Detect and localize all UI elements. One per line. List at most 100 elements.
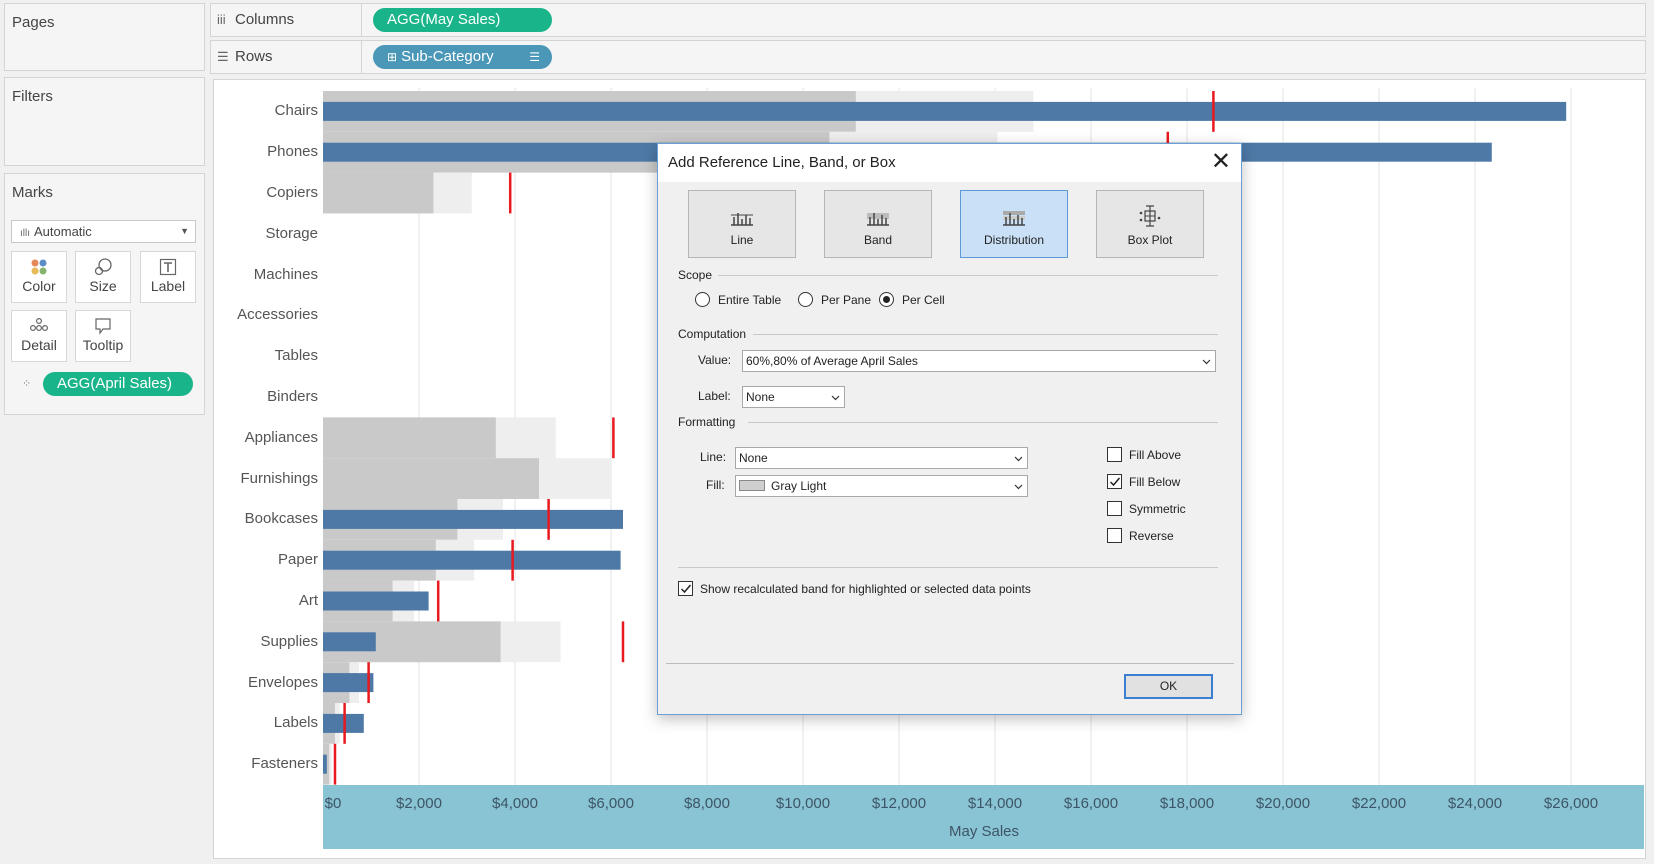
pages-panel: Pages bbox=[4, 3, 205, 71]
x-tick-label: $20,000 bbox=[1255, 795, 1311, 812]
columns-label: Columns bbox=[235, 11, 295, 28]
color-label: Color bbox=[22, 278, 56, 294]
category-label: Binders bbox=[267, 388, 318, 405]
rows-label: Rows bbox=[235, 48, 273, 65]
type-boxplot-button[interactable]: Box Plot bbox=[1096, 190, 1204, 258]
x-tick-label: $14,000 bbox=[967, 795, 1023, 812]
type-distribution-label: Distribution bbox=[983, 233, 1045, 247]
value-text: 60%,80% of Average April Sales bbox=[746, 354, 918, 368]
columns-icon: iii bbox=[217, 12, 226, 27]
boxplot-type-icon bbox=[1139, 205, 1161, 227]
fill-below-checkbox[interactable] bbox=[1107, 474, 1122, 489]
category-label: Chairs bbox=[274, 102, 318, 120]
scope-entire-table-radio[interactable] bbox=[695, 292, 710, 307]
tooltip-bubble-icon bbox=[76, 311, 130, 337]
symmetric-label: Symmetric bbox=[1129, 502, 1186, 516]
type-band-button[interactable]: Band bbox=[824, 190, 932, 258]
line-format-combobox[interactable]: None bbox=[735, 447, 1028, 469]
fill-swatch bbox=[739, 480, 765, 491]
label-button[interactable]: Label bbox=[140, 251, 196, 303]
color-dots-icon bbox=[12, 252, 66, 278]
scope-title: Scope bbox=[678, 268, 713, 282]
line-format-value: None bbox=[739, 451, 768, 465]
recalc-checkbox[interactable] bbox=[678, 581, 693, 596]
detail-label: Detail bbox=[21, 337, 57, 353]
fill-above-checkbox[interactable] bbox=[1107, 447, 1122, 462]
bar-chart-icon: ıllı bbox=[20, 228, 30, 239]
chevron-down-icon bbox=[1014, 456, 1023, 462]
tooltip-button[interactable]: Tooltip bbox=[75, 310, 131, 362]
chevron-down-icon bbox=[831, 395, 840, 401]
x-tick-label: $16,000 bbox=[1063, 795, 1119, 812]
may-sales-pill[interactable]: AGG(May Sales) bbox=[373, 8, 552, 32]
fill-format-combobox[interactable]: Gray Light bbox=[735, 475, 1028, 497]
category-label: Furnishings bbox=[240, 469, 318, 487]
category-label: Copiers bbox=[266, 184, 318, 201]
line-type-icon bbox=[731, 213, 753, 226]
category-label: Paper bbox=[277, 551, 318, 569]
detail-field-icon: ⁘ bbox=[22, 378, 32, 390]
scope-entire-table-label: Entire Table bbox=[718, 293, 782, 307]
x-tick-label: $10,000 bbox=[775, 795, 831, 812]
size-button[interactable]: Size bbox=[75, 251, 131, 303]
scope-per-pane-radio[interactable] bbox=[798, 292, 813, 307]
category-label: Bookcases bbox=[244, 510, 318, 528]
category-label: Envelopes bbox=[247, 673, 318, 691]
category-label: Art bbox=[298, 592, 318, 609]
x-axis-title: May Sales bbox=[948, 823, 1020, 840]
reverse-checkbox[interactable] bbox=[1107, 528, 1122, 543]
sub-category-pill[interactable]: ⊞ Sub-Category ☰ bbox=[373, 45, 552, 69]
scope-per-cell-radio[interactable] bbox=[879, 292, 894, 307]
footer-divider bbox=[666, 663, 1234, 664]
sort-descending-icon: ☰ bbox=[529, 50, 540, 64]
mark-type-dropdown[interactable]: ıllı Automatic ▼ bbox=[11, 220, 196, 243]
symmetric-checkbox[interactable] bbox=[1107, 501, 1122, 516]
category-label: Phones bbox=[267, 143, 318, 161]
recalc-divider bbox=[678, 567, 1218, 568]
size-circles-icon bbox=[76, 252, 130, 278]
category-label: Supplies bbox=[260, 632, 318, 650]
april-sales-pill[interactable]: AGG(April Sales) bbox=[43, 372, 193, 396]
band-type-icon bbox=[867, 213, 889, 226]
ok-button[interactable]: OK bbox=[1124, 674, 1213, 699]
dropdown-arrow-icon: ▼ bbox=[180, 226, 189, 236]
formatting-divider bbox=[748, 422, 1218, 423]
scope-per-pane-label: Per Pane bbox=[821, 293, 872, 307]
close-icon[interactable]: ✕ bbox=[1210, 148, 1231, 175]
mark-type-value: Automatic bbox=[34, 224, 92, 239]
recalc-label: Show recalculated band for highlighted o… bbox=[700, 582, 1031, 596]
scope-divider bbox=[718, 275, 1218, 276]
x-axis-band bbox=[323, 785, 1644, 849]
category-label: Storage bbox=[265, 224, 318, 242]
computation-divider bbox=[753, 334, 1218, 335]
label-label: Label bbox=[150, 278, 186, 294]
type-line-label: Line bbox=[730, 233, 754, 247]
color-button[interactable]: Color bbox=[11, 251, 67, 303]
rows-shelf: ☰ Rows ⊞ Sub-Category ☰ bbox=[210, 40, 1646, 74]
sub-category-label: Sub-Category bbox=[401, 48, 494, 65]
x-tick-label: $8,000 bbox=[684, 795, 730, 812]
detail-button[interactable]: Detail bbox=[11, 310, 67, 362]
category-label: Tables bbox=[274, 347, 318, 365]
label-field-label: Label: bbox=[698, 389, 731, 403]
type-line-button[interactable]: Line bbox=[688, 190, 796, 258]
rows-shelf-label: ☰ Rows bbox=[217, 48, 357, 65]
pages-title: Pages bbox=[12, 14, 55, 31]
type-distribution-button[interactable]: Distribution bbox=[960, 190, 1068, 258]
checkmark-icon bbox=[680, 584, 692, 594]
x-tick-label: $18,000 bbox=[1159, 795, 1215, 812]
type-boxplot-label: Box Plot bbox=[1127, 233, 1173, 247]
label-combobox[interactable]: None bbox=[742, 386, 845, 408]
distribution-type-icon bbox=[1003, 211, 1025, 226]
line-format-label: Line: bbox=[700, 450, 727, 464]
computation-title: Computation bbox=[678, 327, 747, 341]
reference-line-dialog: Add Reference Line, Band, or Box ✕ Line … bbox=[657, 143, 1242, 715]
detail-dots-icon bbox=[12, 311, 66, 337]
columns-shelf: iii Columns AGG(May Sales) bbox=[210, 3, 1646, 37]
label-field-value: None bbox=[746, 390, 775, 404]
label-t-icon bbox=[141, 252, 195, 278]
value-combobox[interactable]: 60%,80% of Average April Sales bbox=[742, 350, 1216, 372]
fill-format-value: Gray Light bbox=[771, 479, 827, 493]
x-tick-label: $4,000 bbox=[492, 795, 538, 812]
x-tick-label: $6,000 bbox=[588, 795, 634, 812]
